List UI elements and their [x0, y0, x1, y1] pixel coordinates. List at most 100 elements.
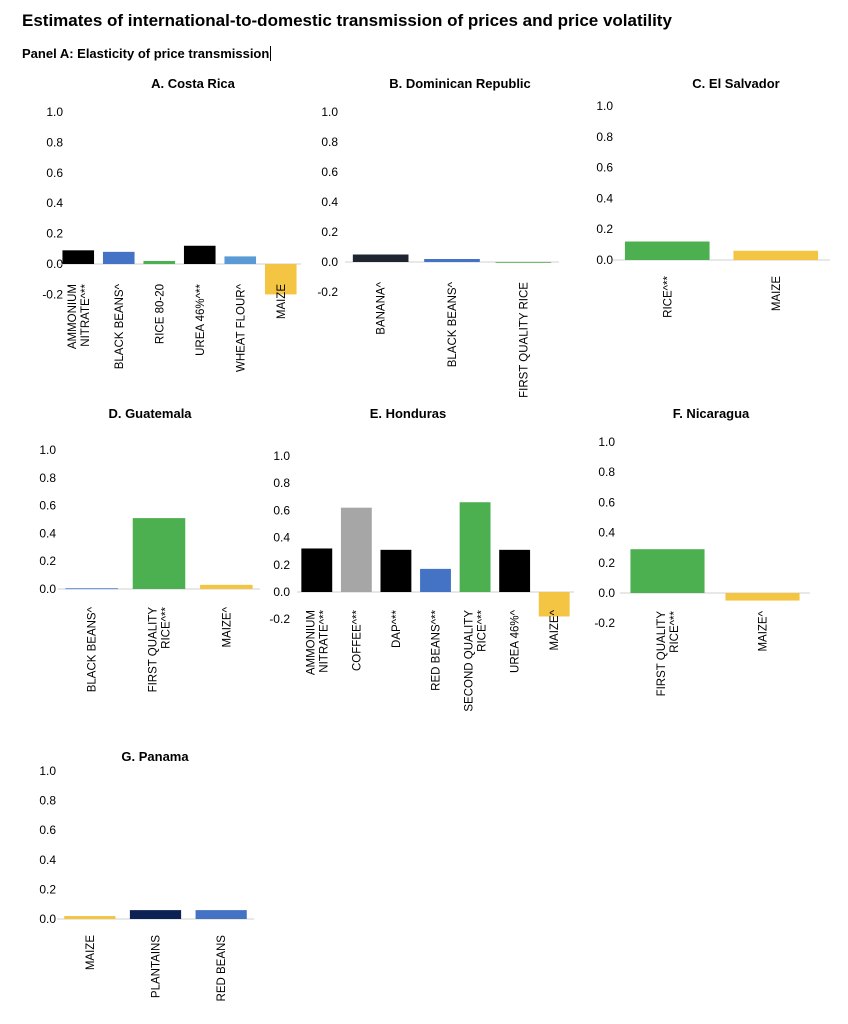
- y-tick-label: 0.4: [598, 526, 615, 540]
- bar-chart: C. El Salvador 1.0 0.8 0.6 0.4 0.2 0.0 RICE^** M…: [596, 76, 830, 318]
- bar: [630, 549, 705, 593]
- y-tick-label: 0.8: [39, 794, 56, 808]
- bar-chart: F. Nicaragua 1.0 0.8 0.6 0.4 0.2 0.0 -0.2 FIRST …: [594, 406, 810, 697]
- y-tick-label: 0.2: [46, 227, 63, 241]
- chart-title: D. Guatemala: [108, 406, 192, 421]
- category-label: RICE^**: [662, 275, 674, 317]
- category-label: MAIZE^: [221, 606, 233, 647]
- category-label: BANANA^: [376, 281, 388, 334]
- chart-title: E. Honduras: [370, 406, 447, 421]
- category-label: SECOND QUALITY: [464, 610, 476, 712]
- y-tick-label: 0.4: [321, 195, 338, 209]
- category-label: PLANTAINS: [151, 935, 163, 998]
- y-tick-label: 0.2: [598, 556, 615, 570]
- y-tick-label: 0.4: [596, 191, 613, 205]
- category-label: MAIZE: [771, 276, 783, 311]
- y-tick-label: 1.0: [39, 443, 56, 457]
- y-tick-label: 0.8: [596, 130, 613, 144]
- y-tick-label: 0.4: [39, 526, 56, 540]
- y-tick-label: 0.0: [273, 585, 290, 599]
- chart-title: F. Nicaragua: [673, 406, 750, 421]
- y-tick-label: 0.6: [39, 823, 56, 837]
- y-tick-label: 0.6: [596, 161, 613, 175]
- category-label: FIRST QUALITY: [656, 611, 668, 697]
- bar: [340, 507, 372, 592]
- category-label: RED BEANS^**: [431, 609, 443, 690]
- bar: [733, 250, 819, 260]
- category-label: WHEAT FLOUR^: [235, 283, 247, 372]
- y-tick-label: 0.0: [598, 586, 615, 600]
- y-tick-label: -0.2: [317, 285, 338, 299]
- y-tick-label: 0.2: [321, 225, 338, 239]
- category-label: RED BEANS: [216, 935, 228, 1002]
- category-label: COFFEE^**: [351, 609, 363, 671]
- bar: [183, 245, 216, 264]
- bar: [538, 592, 570, 617]
- chart-title: G. Panama: [121, 749, 189, 764]
- chart-title: A. Costa Rica: [151, 76, 236, 91]
- y-tick-label: 1.0: [39, 764, 56, 778]
- category-label: MAIZE: [276, 284, 288, 319]
- y-tick-label: 0.8: [46, 135, 63, 149]
- category-label: RICE^**: [161, 606, 173, 648]
- y-tick-label: -0.2: [269, 612, 290, 626]
- y-tick-label: 0.0: [39, 912, 56, 926]
- y-tick-label: 0.6: [598, 495, 615, 509]
- y-tick-label: 1.0: [598, 435, 615, 449]
- category-label: AMMONIUM: [305, 610, 317, 675]
- bar-chart: D. Guatemala 1.0 0.8 0.6 0.4 0.2 0.0 BLACK BEAN…: [39, 406, 260, 693]
- y-tick-label: 0.8: [39, 471, 56, 485]
- bar: [102, 251, 135, 264]
- category-label: RICE^**: [477, 609, 489, 651]
- bar: [224, 256, 257, 264]
- bar: [301, 548, 333, 592]
- y-tick-label: 0.2: [596, 222, 613, 236]
- y-tick-label: 0.6: [321, 165, 338, 179]
- chart-title: B. Dominican Republic: [389, 76, 531, 91]
- y-tick-label: 1.0: [46, 105, 63, 119]
- panel-title: Panel A: Elasticity of price transmissio…: [22, 46, 270, 61]
- bar: [264, 264, 297, 295]
- bar: [62, 250, 95, 264]
- y-tick-label: 0.4: [46, 196, 63, 210]
- category-label: MAIZE: [85, 935, 97, 970]
- category-label: FIRST QUALITY RICE: [518, 282, 530, 398]
- category-label: BLACK BEANS^: [114, 283, 126, 369]
- y-tick-label: 0.0: [46, 257, 63, 271]
- bar: [495, 262, 552, 263]
- bar: [420, 568, 451, 592]
- category-label: UREA 46%^: [510, 609, 522, 673]
- category-label: NITRATE^**: [80, 283, 92, 346]
- page-title: Estimates of international-to-domestic t…: [22, 11, 672, 30]
- bar: [380, 549, 412, 592]
- category-label: BLACK BEANS^: [447, 281, 459, 367]
- bar-chart: G. Panama 1.0 0.8 0.6 0.4 0.2 0.0 MAIZE PLANTAIN…: [39, 749, 254, 1002]
- bar: [64, 916, 116, 919]
- category-label: DAP^**: [391, 609, 403, 648]
- category-label: AMMONIUM: [67, 284, 79, 349]
- bar: [65, 588, 118, 590]
- category-label: MAIZE^: [758, 610, 770, 651]
- y-tick-label: 0.4: [273, 531, 290, 545]
- bar-chart: B. Dominican Republic 1.0 0.8 0.6 0.4 0.2 0.0 -…: [317, 76, 559, 398]
- y-tick-label: 0.4: [39, 853, 56, 867]
- category-label: RICE 80-20: [154, 284, 166, 344]
- y-tick-label: 0.8: [273, 476, 290, 490]
- y-tick-label: -0.2: [42, 287, 63, 301]
- bar: [132, 518, 186, 589]
- bar: [143, 260, 176, 264]
- bar-chart: E. Honduras 1.0 0.8 0.6 0.4 0.2 0.0 -0.2 AMMONIU…: [269, 406, 574, 712]
- category-label: RICE^**: [669, 610, 681, 652]
- bar: [129, 910, 182, 919]
- bar: [725, 593, 800, 601]
- y-tick-label: 0.2: [39, 882, 56, 896]
- y-tick-label: 0.6: [46, 166, 63, 180]
- bar: [459, 502, 491, 592]
- bar: [424, 259, 480, 262]
- category-label: FIRST QUALITY: [148, 607, 160, 693]
- y-tick-label: 0.2: [39, 554, 56, 568]
- y-tick-label: 0.0: [321, 255, 338, 269]
- category-label: UREA 46%^**: [195, 283, 207, 355]
- y-tick-label: 1.0: [273, 449, 290, 463]
- y-tick-label: 0.8: [598, 465, 615, 479]
